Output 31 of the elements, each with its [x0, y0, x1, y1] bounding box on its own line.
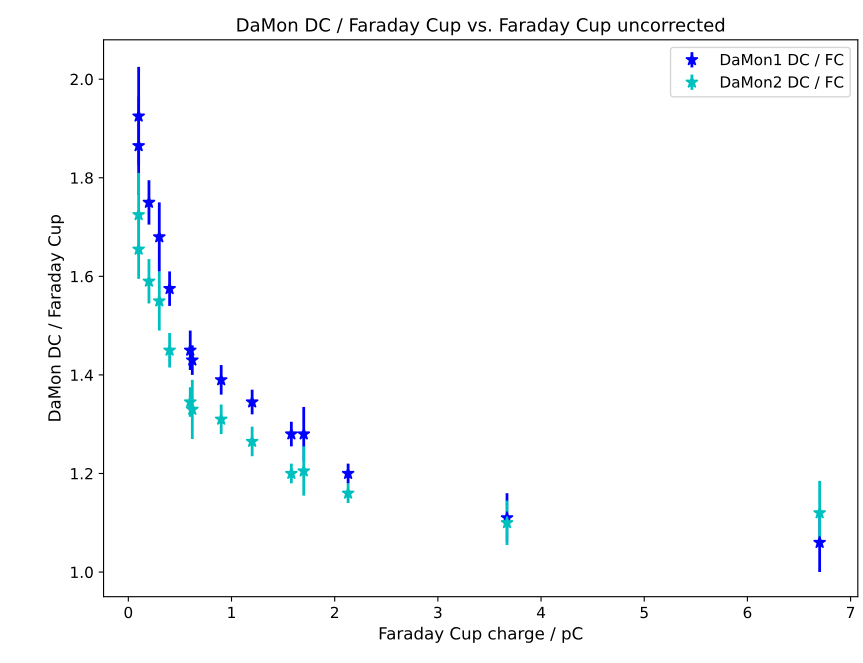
x-tick-label: 2 [330, 606, 338, 618]
point [246, 434, 259, 448]
y-tick-label: 1.4 [71, 370, 93, 381]
point [341, 486, 355, 499]
y-axis-title: DaMon DC / Faraday Cup [48, 215, 64, 421]
x-tick-label: 0 [124, 606, 132, 618]
point [162, 282, 176, 294]
x-tick-label: 4 [536, 606, 546, 618]
point [246, 395, 259, 408]
x-tick-label: 1 [228, 606, 235, 618]
y-tick-label: 1.0 [71, 566, 93, 578]
y-tick-label: 1.8 [71, 172, 93, 184]
point [284, 427, 298, 440]
point [341, 466, 355, 480]
point [142, 274, 156, 288]
point [142, 195, 156, 208]
point [284, 466, 298, 480]
legend-label: DaMon1 DC / FC [720, 54, 844, 67]
point [162, 343, 176, 356]
x-axis-title: Faraday Cup charge / pC [380, 626, 582, 643]
x-tick-label: 3 [434, 606, 442, 618]
x-tick-label: 7 [846, 606, 854, 618]
y-tick-label: 1.2 [71, 468, 92, 480]
y-tick-label: 1.6 [71, 270, 93, 282]
point [500, 516, 514, 529]
chart-title: DaMon DC / Faraday Cup vs. Faraday Cup uncorrected [237, 18, 724, 36]
y-tick-label: 2.0 [70, 74, 93, 86]
x-tick-label: 6 [744, 606, 752, 618]
x-tick-label: 5 [640, 606, 648, 618]
legend-label: DaMon2 DC / FC [720, 76, 844, 89]
point [813, 536, 826, 548]
